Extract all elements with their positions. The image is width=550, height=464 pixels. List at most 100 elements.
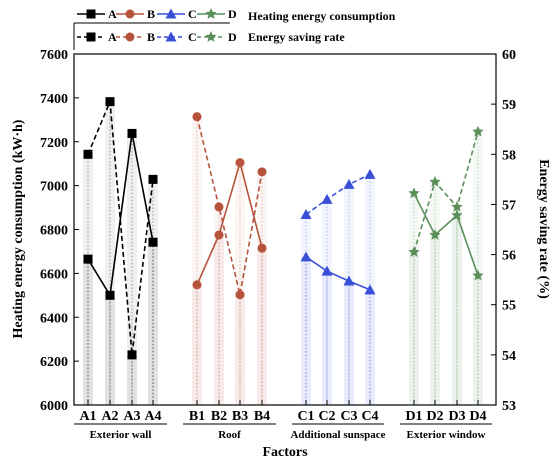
highlight-band <box>365 289 375 405</box>
y-tick-label-right: 59 <box>502 98 516 113</box>
y-tick-label-left: 6000 <box>40 399 68 414</box>
x-tick-label: C2 <box>318 409 335 424</box>
y-tick-label-left: 7400 <box>40 92 68 107</box>
series-layer <box>83 97 484 360</box>
x-tick-label: A3 <box>123 409 140 424</box>
x-tick-label: C1 <box>297 409 314 424</box>
series-line-c-right <box>305 173 371 216</box>
group-label: Additional sunspace <box>290 429 385 441</box>
series-line-a-left <box>87 133 154 298</box>
legend-label-d-left: D <box>228 7 237 21</box>
plot-area: 6000 6200 6400 6600 6800 7000 7200 7400 7600 53 54… <box>40 48 516 424</box>
highlight-band <box>473 275 483 405</box>
legend-title-saving: Energy saving rate <box>248 30 345 44</box>
data-point-d2-left <box>429 229 441 240</box>
legend-marker-b-right <box>125 32 135 42</box>
legend-marker-a-left <box>86 9 96 19</box>
legend-marker-a-right <box>86 32 96 42</box>
y-tick-label-right: 56 <box>502 249 516 264</box>
x-tick-label: A2 <box>101 409 118 424</box>
highlight-band <box>301 214 311 405</box>
y-tick-label-right: 54 <box>502 349 516 364</box>
y-tick-label-right: 58 <box>502 148 516 163</box>
y-tick-label-left: 6800 <box>40 224 68 239</box>
guide-lines <box>87 101 479 405</box>
x-tick-label: D3 <box>448 409 465 424</box>
y-tick-label-left: 7200 <box>40 136 68 151</box>
highlight-band <box>409 193 419 405</box>
legend-marker-d-right <box>205 31 217 42</box>
y-tick-label-right: 55 <box>502 299 516 314</box>
highlight-band <box>192 116 202 405</box>
data-point-c2-left <box>321 265 333 276</box>
y-tick-label-right: 57 <box>502 198 516 213</box>
highlight-band <box>257 248 267 405</box>
series-line-b-left <box>196 159 263 286</box>
highlight-band <box>214 206 224 405</box>
highlight-band <box>452 215 462 405</box>
data-point-d3-left <box>451 209 463 221</box>
highlight-band <box>452 206 462 405</box>
y-tick-label-left: 6600 <box>40 267 68 282</box>
data-point-d1-left <box>408 187 420 199</box>
data-point-c1-left <box>300 251 312 262</box>
highlight-band <box>322 271 332 405</box>
x-tick-label: B1 <box>189 409 205 424</box>
legend: Heating energy consumption Energy saving… <box>73 7 396 50</box>
y-tick-label-left: 7000 <box>40 180 68 195</box>
x-axis-title: Factors <box>262 445 308 460</box>
data-point-c4-right <box>364 168 376 179</box>
group-label: Roof <box>218 429 241 441</box>
data-point-b2-left <box>214 230 224 240</box>
legend-marker-c-right <box>165 31 177 42</box>
data-point-a2-left <box>105 290 115 300</box>
legend-label-c-left: C <box>188 7 197 21</box>
y-tick-label-right: 53 <box>502 399 516 414</box>
highlight-band <box>235 294 245 405</box>
y-axis-title-right: Energy saving rate (%) <box>536 159 550 299</box>
legend-marker-b-left <box>125 9 135 19</box>
data-point-c3-right <box>343 178 355 189</box>
highlight-band <box>214 234 224 405</box>
highlight-band <box>127 354 137 405</box>
data-point-d1-right <box>408 246 420 257</box>
highlight-band <box>344 281 354 405</box>
highlight-band <box>83 259 93 405</box>
y-tick-label-right: 60 <box>502 48 516 63</box>
highlight-band <box>235 162 245 405</box>
x-tick-label: D1 <box>405 409 422 424</box>
series-line-c-left <box>305 256 371 291</box>
data-point-d2-right <box>429 175 441 187</box>
highlight-band <box>148 242 158 405</box>
legend-label-a-right: A <box>108 30 117 44</box>
series-line-b-right <box>196 116 263 295</box>
data-point-a4-left <box>148 237 158 247</box>
x-tick-label: B2 <box>211 409 227 424</box>
legend-marker-c-left <box>165 8 177 19</box>
highlight-band <box>257 171 267 405</box>
legend-marker-d-left <box>205 8 217 19</box>
group-label: Exterior wall <box>90 429 152 441</box>
highlight-band <box>322 199 332 405</box>
data-point-a3-right <box>127 350 137 360</box>
legend-label-b-right: B <box>147 30 155 44</box>
highlight-band <box>192 284 202 405</box>
x-tick-label: B3 <box>232 409 248 424</box>
data-point-c2-right <box>321 193 333 204</box>
highlight-band <box>127 133 137 405</box>
data-point-c1-right <box>300 208 312 219</box>
legend-label-d-right: D <box>228 30 237 44</box>
x-tick-label: D2 <box>426 409 443 424</box>
highlight-band <box>409 252 419 405</box>
highlight-band <box>83 154 93 405</box>
x-tick-label: C4 <box>361 409 378 424</box>
x-tick-label: A1 <box>79 409 96 424</box>
series-line-d-left <box>413 192 479 276</box>
data-point-a2-right <box>105 97 115 107</box>
data-point-b1-left <box>192 280 202 290</box>
data-point-a1-right <box>83 149 93 159</box>
highlight-band <box>344 184 354 405</box>
series-line-d-right <box>413 131 479 253</box>
data-point-b2-right <box>214 202 224 212</box>
